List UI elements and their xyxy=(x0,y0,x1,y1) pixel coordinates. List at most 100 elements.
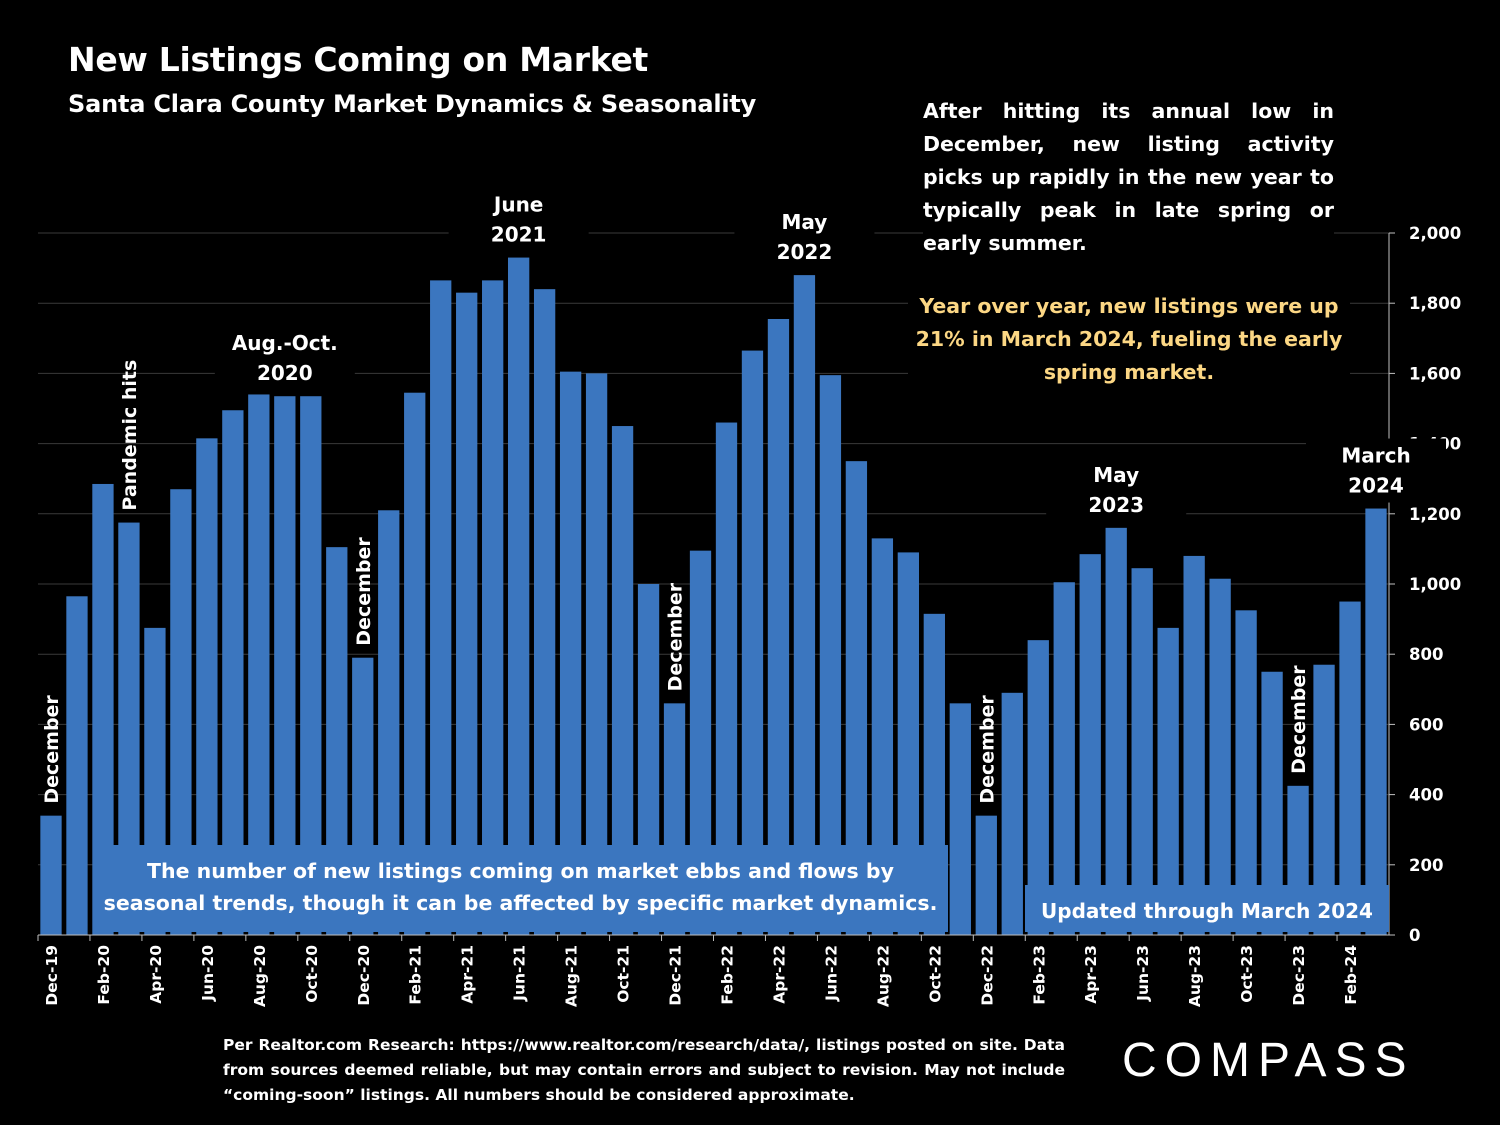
updated-note-text: Updated through March 2024 xyxy=(1041,899,1373,923)
source-footnote: Per Realtor.com Research: https://www.re… xyxy=(223,1036,1065,1104)
x-tick-label: Jun-23 xyxy=(1134,945,1152,1002)
annotation-line: 2024 xyxy=(1348,474,1404,498)
bar-Oct-21 xyxy=(611,426,634,935)
bar-Apr-22 xyxy=(767,318,790,935)
bar-Jan-23 xyxy=(1001,692,1023,935)
bar-May-22 xyxy=(793,275,816,935)
bar-Mar-24 xyxy=(1365,508,1387,935)
annotation-label: March 2024 xyxy=(1341,444,1410,498)
bar-Mar-23 xyxy=(1053,582,1075,935)
bar-Sep-22 xyxy=(897,552,920,935)
bar-Jun-22 xyxy=(819,375,842,935)
y-tick-label: 1,800 xyxy=(1409,294,1461,313)
bar-Jan-24 xyxy=(1313,664,1335,935)
bar-Jun-20 xyxy=(196,438,218,935)
bar-Feb-24 xyxy=(1339,601,1361,935)
annotation-background xyxy=(1046,457,1187,522)
bar-Aug-22 xyxy=(871,538,894,935)
chart-title: New Listings Coming on Market xyxy=(68,40,649,79)
y-tick-label: 0 xyxy=(1409,926,1420,945)
bar-Apr-21 xyxy=(456,292,478,935)
bottom-note-line: seasonal trends, though it can be affect… xyxy=(104,891,938,915)
x-tick-label: Apr-22 xyxy=(770,945,788,1004)
annotation-line: June xyxy=(492,193,543,217)
annotation-line: 2023 xyxy=(1088,493,1144,517)
bar-Jan-20 xyxy=(66,596,88,935)
bar-Oct-23 xyxy=(1235,610,1257,935)
bar-Aug-23 xyxy=(1183,555,1205,935)
x-tick-label: Jun-20 xyxy=(199,945,217,1002)
x-tick-label: Dec-22 xyxy=(978,945,996,1006)
bar-Nov-22 xyxy=(949,703,971,935)
x-tick-label: Dec-21 xyxy=(667,945,685,1006)
x-tick-label: Oct-21 xyxy=(615,945,633,1003)
bottom-note-text: The number of new listings coming on mar… xyxy=(104,859,938,915)
bar-Dec-19 xyxy=(40,815,62,935)
compass-logo: COMPASS xyxy=(1122,1034,1415,1087)
x-tick-label: Feb-22 xyxy=(718,945,736,1005)
annotation-label: May 2022 xyxy=(777,210,833,264)
bar-Apr-23 xyxy=(1079,554,1101,935)
y-tick-label: 400 xyxy=(1409,786,1443,805)
description-text: After hitting its annual low in December… xyxy=(923,95,1334,264)
bar-Jan-21 xyxy=(378,510,400,935)
annotation-background xyxy=(214,326,355,391)
bar-Jul-21 xyxy=(533,289,556,935)
annotation-line: May xyxy=(1093,463,1139,487)
bar-Mar-20 xyxy=(118,522,140,935)
bar-May-20 xyxy=(170,489,192,935)
bar-Jul-23 xyxy=(1157,627,1179,935)
x-tick-label: Dec-23 xyxy=(1290,945,1308,1006)
x-tick-label: Apr-20 xyxy=(147,945,165,1004)
x-tick-label: Aug-20 xyxy=(251,945,269,1007)
y-tick-label: 600 xyxy=(1409,715,1443,734)
bottom-note-box xyxy=(93,845,948,932)
bar-Feb-23 xyxy=(1027,640,1049,935)
y-tick-label: 2,000 xyxy=(1409,224,1461,243)
bar-Nov-23 xyxy=(1261,671,1283,935)
bar-Dec-22 xyxy=(975,815,997,935)
bar-Jun-23 xyxy=(1131,568,1153,935)
annotation-line: 2021 xyxy=(491,223,547,247)
annotation-label: December xyxy=(665,582,687,691)
bar-Sep-23 xyxy=(1209,578,1231,935)
x-tick-label: Jun-21 xyxy=(511,945,529,1002)
bar-Jun-21 xyxy=(507,257,530,935)
bar-Aug-21 xyxy=(559,371,582,935)
x-tick-label: Oct-23 xyxy=(1238,945,1256,1003)
annotation-label: May 2023 xyxy=(1088,463,1144,517)
annotation-label: Pandemic hits xyxy=(119,360,141,511)
bar-Aug-20 xyxy=(248,394,270,936)
x-tick-label: Aug-23 xyxy=(1186,945,1204,1007)
y-tick-label: 1,600 xyxy=(1409,364,1461,383)
x-tick-label: Feb-23 xyxy=(1030,945,1048,1005)
y-tick-label: 1,200 xyxy=(1409,505,1461,524)
x-tick-label: Dec-20 xyxy=(355,945,373,1006)
annotation-label: December xyxy=(1288,665,1310,774)
annotation-line: May xyxy=(782,210,828,234)
updated-note-box xyxy=(1025,885,1389,932)
annotation-background xyxy=(1306,438,1447,503)
bar-May-23 xyxy=(1105,527,1127,935)
x-tick-label: Feb-24 xyxy=(1342,945,1360,1005)
y-tick-label: 800 xyxy=(1409,645,1443,664)
yoy-highlight-text: Year over year, new listings were up 21%… xyxy=(908,290,1350,389)
bar-Oct-20 xyxy=(300,396,322,936)
annotation-background xyxy=(734,205,875,270)
annotation-label: Aug.-Oct. 2020 xyxy=(232,331,338,385)
annotation-label: December xyxy=(976,695,998,804)
x-tick-label: Aug-21 xyxy=(563,945,581,1007)
annotation-line: 2022 xyxy=(777,240,833,264)
bar-Jul-20 xyxy=(222,410,244,935)
bar-Sep-20 xyxy=(274,396,296,936)
x-tick-label: Aug-22 xyxy=(874,945,892,1007)
x-tick-label: Apr-21 xyxy=(459,945,477,1004)
bottom-note-line: The number of new listings coming on mar… xyxy=(147,859,894,883)
chart-subtitle: Santa Clara County Market Dynamics & Sea… xyxy=(68,90,757,118)
annotation-label: December xyxy=(353,537,375,646)
bar-Feb-21 xyxy=(404,392,426,936)
bar-Feb-22 xyxy=(715,422,738,935)
bar-Sep-21 xyxy=(585,373,608,935)
bar-Mar-22 xyxy=(741,350,764,936)
